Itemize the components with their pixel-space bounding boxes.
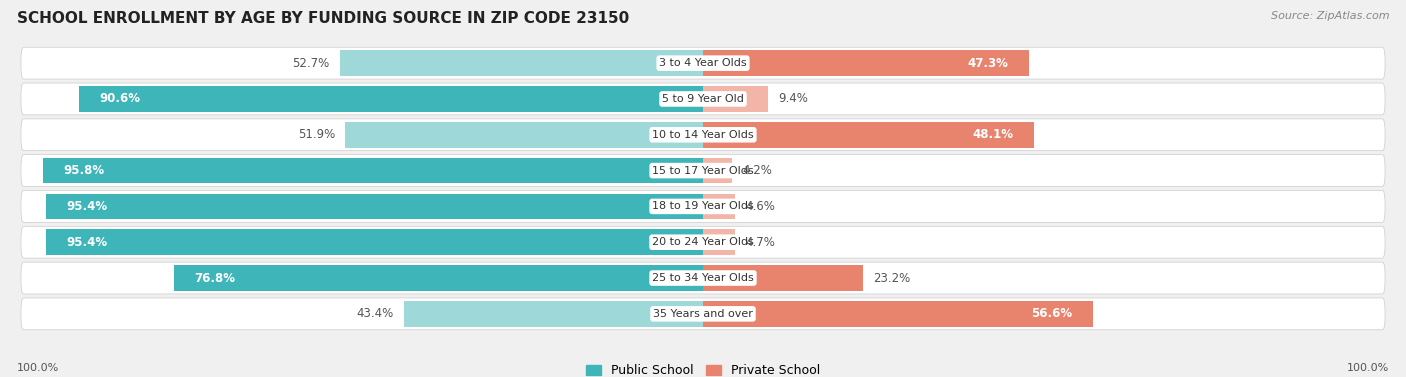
- FancyBboxPatch shape: [21, 47, 1385, 79]
- FancyBboxPatch shape: [21, 155, 1385, 187]
- Text: 3 to 4 Year Olds: 3 to 4 Year Olds: [659, 58, 747, 68]
- Bar: [340, 50, 703, 76]
- Bar: [703, 193, 735, 219]
- Text: Source: ZipAtlas.com: Source: ZipAtlas.com: [1271, 11, 1389, 21]
- Text: 5 to 9 Year Old: 5 to 9 Year Old: [662, 94, 744, 104]
- Text: 90.6%: 90.6%: [100, 92, 141, 106]
- Bar: [174, 265, 703, 291]
- Text: 25 to 34 Year Olds: 25 to 34 Year Olds: [652, 273, 754, 283]
- Bar: [79, 86, 703, 112]
- Text: 43.4%: 43.4%: [356, 307, 394, 320]
- Text: 20 to 24 Year Olds: 20 to 24 Year Olds: [652, 237, 754, 247]
- Bar: [44, 158, 703, 184]
- Text: 95.4%: 95.4%: [66, 236, 107, 249]
- Bar: [46, 229, 703, 255]
- FancyBboxPatch shape: [21, 119, 1385, 151]
- Bar: [703, 265, 863, 291]
- Text: 100.0%: 100.0%: [17, 363, 59, 373]
- Text: 95.4%: 95.4%: [66, 200, 107, 213]
- Text: 18 to 19 Year Olds: 18 to 19 Year Olds: [652, 201, 754, 211]
- FancyBboxPatch shape: [21, 226, 1385, 258]
- Text: SCHOOL ENROLLMENT BY AGE BY FUNDING SOURCE IN ZIP CODE 23150: SCHOOL ENROLLMENT BY AGE BY FUNDING SOUR…: [17, 11, 628, 26]
- Text: 47.3%: 47.3%: [967, 57, 1008, 70]
- Text: 9.4%: 9.4%: [778, 92, 808, 106]
- Text: 23.2%: 23.2%: [873, 271, 911, 285]
- Bar: [346, 122, 703, 148]
- FancyBboxPatch shape: [21, 83, 1385, 115]
- Bar: [703, 301, 1092, 327]
- Text: 4.2%: 4.2%: [742, 164, 772, 177]
- Text: 51.9%: 51.9%: [298, 128, 335, 141]
- Bar: [703, 158, 733, 184]
- Text: 95.8%: 95.8%: [63, 164, 105, 177]
- Bar: [703, 50, 1029, 76]
- Bar: [703, 122, 1035, 148]
- Text: 15 to 17 Year Olds: 15 to 17 Year Olds: [652, 166, 754, 176]
- Legend: Public School, Private School: Public School, Private School: [586, 364, 820, 377]
- Bar: [404, 301, 703, 327]
- Text: 4.7%: 4.7%: [745, 236, 776, 249]
- Text: 48.1%: 48.1%: [973, 128, 1014, 141]
- Text: 52.7%: 52.7%: [292, 57, 329, 70]
- Text: 35 Years and over: 35 Years and over: [652, 309, 754, 319]
- FancyBboxPatch shape: [21, 190, 1385, 222]
- Text: 100.0%: 100.0%: [1347, 363, 1389, 373]
- FancyBboxPatch shape: [21, 262, 1385, 294]
- Bar: [703, 229, 735, 255]
- Text: 76.8%: 76.8%: [194, 271, 236, 285]
- Text: 10 to 14 Year Olds: 10 to 14 Year Olds: [652, 130, 754, 140]
- FancyBboxPatch shape: [21, 298, 1385, 330]
- Text: 4.6%: 4.6%: [745, 200, 775, 213]
- Bar: [46, 193, 703, 219]
- Text: 56.6%: 56.6%: [1031, 307, 1073, 320]
- Bar: [703, 86, 768, 112]
